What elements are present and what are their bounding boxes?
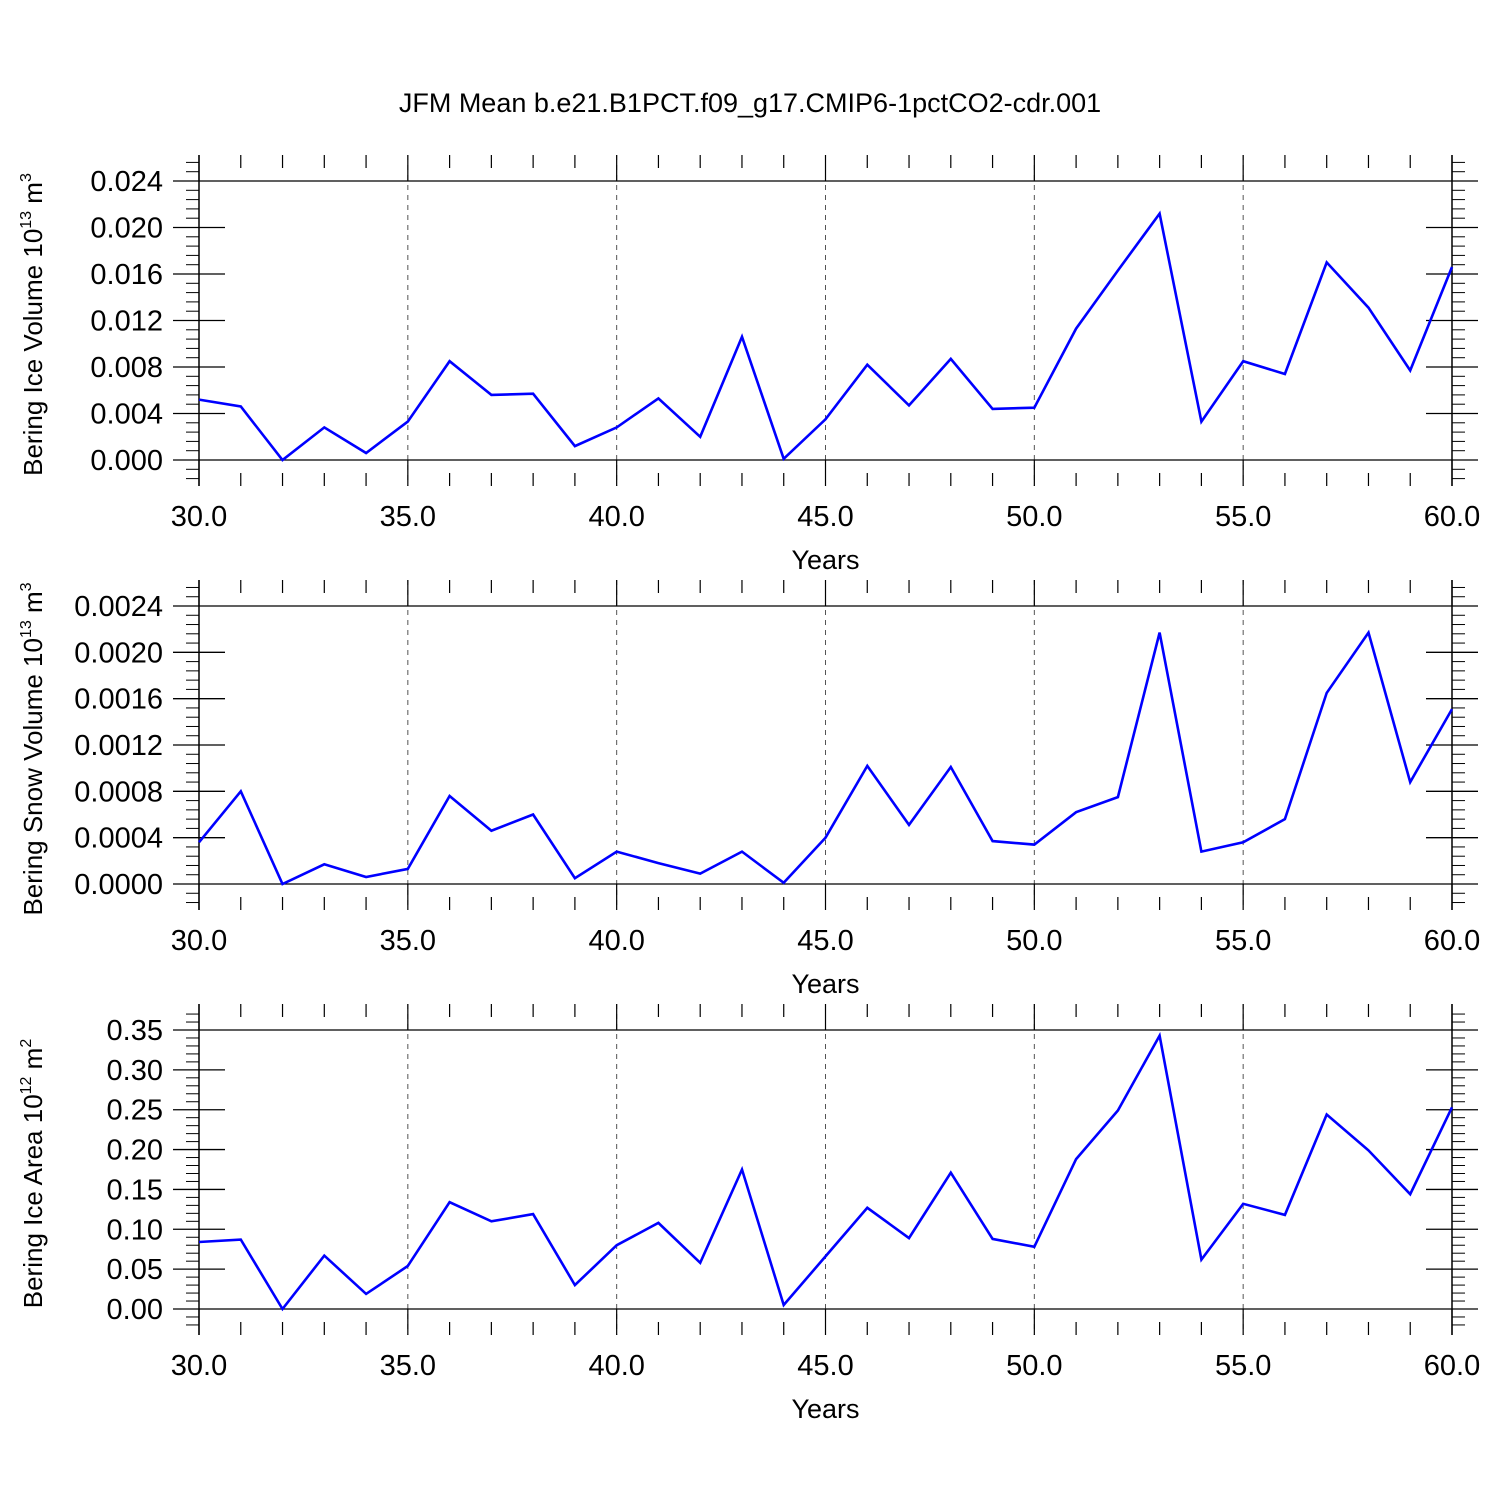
y-tick-label: 0.10 [107,1214,163,1246]
x-tick-label: 45.0 [797,925,853,957]
y-tick-label: 0.35 [107,1015,163,1047]
x-axis-label: Years [791,545,859,575]
x-tick-label: 40.0 [588,1350,644,1382]
y-tick-label: 0.0024 [74,591,163,623]
y-tick-label: 0.05 [107,1254,163,1286]
x-tick-label: 35.0 [380,501,436,533]
y-tick-label: 0.15 [107,1174,163,1206]
x-tick-label: 45.0 [797,1350,853,1382]
x-tick-label: 35.0 [380,1350,436,1382]
y-tick-label: 0.00 [107,1294,163,1326]
x-tick-label: 50.0 [1006,925,1062,957]
x-tick-label: 40.0 [588,925,644,957]
x-tick-label: 60.0 [1424,925,1480,957]
y-tick-label: 0.30 [107,1055,163,1087]
y-tick-label: 0.0000 [74,869,163,901]
chart-title: JFM Mean b.e21.B1PCT.f09_g17.CMIP6-1pctC… [398,88,1102,118]
y-tick-label: 0.0008 [74,776,163,808]
y-tick-label: 0.008 [90,352,163,384]
y-axis-label: Bering Snow Volume 1013 m3 [18,582,48,915]
y-tick-label: 0.0012 [74,730,163,762]
x-tick-label: 30.0 [171,1350,227,1382]
x-tick-label: 50.0 [1006,501,1062,533]
x-tick-label: 30.0 [171,925,227,957]
y-axis-label: Bering Ice Area 1012 m2 [18,1039,48,1309]
y-tick-label: 0.004 [90,399,163,431]
x-tick-label: 50.0 [1006,1350,1062,1382]
x-tick-label: 35.0 [380,925,436,957]
panel-2: 0.0000 0.0004 0.0008 0.0012 0.0016 0.0020 0.00… [18,580,1480,999]
x-tick-label: 45.0 [797,501,853,533]
y-tick-label: 0.0004 [74,823,163,855]
x-tick-label: 55.0 [1215,1350,1271,1382]
y-tick-label: 0.016 [90,259,163,291]
panel-3: 0.00 0.05 0.10 0.15 0.20 0.25 0.30 0.35 30.0 35.0… [18,1004,1480,1424]
y-tick-label: 0.25 [107,1095,163,1127]
x-tick-label: 40.0 [588,501,644,533]
y-tick-label: 0.012 [90,306,163,338]
panel-1: 0.000 0.004 0.008 0.012 0.016 0.020 0.024 30.0 3… [18,155,1480,575]
series-line [198,1031,1454,1312]
x-axis-label: Years [791,969,859,999]
y-tick-label: 0.024 [90,166,163,198]
series-line [197,629,1454,886]
x-tick-label: 60.0 [1424,501,1480,533]
x-tick-label: 60.0 [1424,1350,1480,1382]
x-axis-label: Years [791,1394,859,1424]
x-tick-label: 55.0 [1215,501,1271,533]
series-line [198,210,1454,462]
y-axis-label: Bering Ice Volume 1013 m3 [18,173,48,476]
x-tick-label: 30.0 [171,501,227,533]
y-tick-label: 0.020 [90,213,163,245]
y-tick-label: 0.0020 [74,637,163,669]
x-tick-label: 55.0 [1215,925,1271,957]
y-tick-label: 0.20 [107,1135,163,1167]
y-tick-label: 0.0016 [74,684,163,716]
y-tick-label: 0.000 [90,445,163,477]
